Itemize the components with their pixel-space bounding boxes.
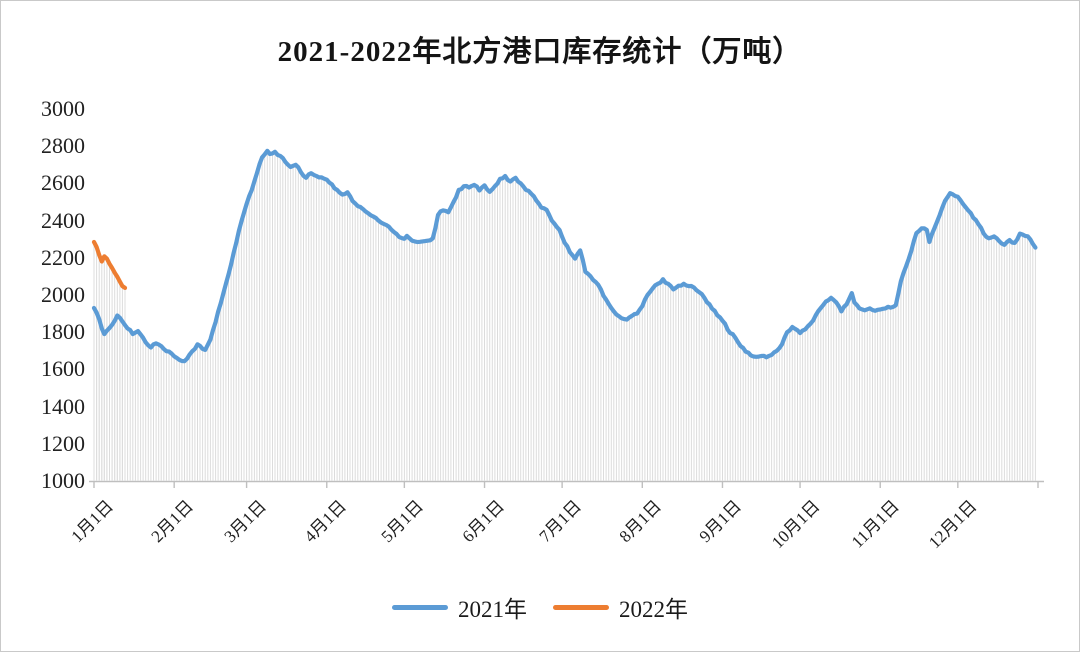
- legend: 2021年 2022年: [1, 590, 1079, 624]
- y-axis-tick-label: 2800: [41, 133, 85, 159]
- y-axis-tick-label: 1000: [41, 468, 85, 493]
- legend-item-2022: 2022年: [553, 590, 688, 624]
- legend-line-swatch: [392, 604, 448, 610]
- legend-label: 2022年: [619, 597, 688, 622]
- y-axis-tick-label: 2200: [41, 244, 85, 270]
- y-axis-tick-label: 2400: [41, 207, 85, 233]
- series-line-2022年: [91, 239, 128, 290]
- series-line-2021年: [91, 148, 1038, 364]
- y-axis-tick-label: 2600: [41, 170, 85, 196]
- chart-title: 2021-2022年北方港口库存统计（万吨）: [277, 36, 803, 68]
- legend-label: 2021年: [458, 597, 527, 622]
- y-axis-tick-label: 1200: [41, 430, 85, 456]
- y-axis-tick-label: 2000: [41, 282, 85, 307]
- legend-line-swatch: [553, 604, 609, 610]
- y-axis-tick-label: 1800: [41, 319, 85, 345]
- legend-item-2021: 2021年: [392, 590, 527, 624]
- y-axis-tick-label: 3000: [41, 96, 85, 121]
- y-axis-tick-label: 1400: [41, 393, 85, 419]
- y-axis-tick-label: 1600: [41, 356, 85, 382]
